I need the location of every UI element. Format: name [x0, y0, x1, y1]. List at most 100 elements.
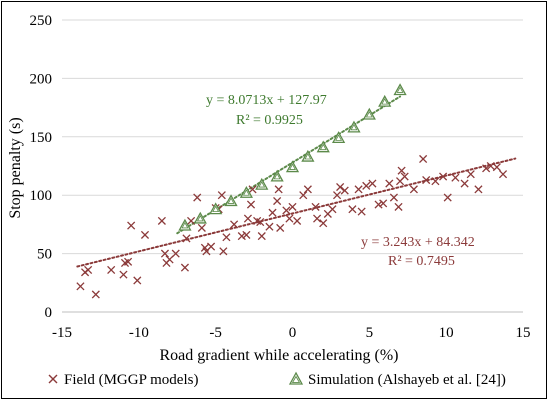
tick-labels: 0 50 100 150 200 250 -15 -10 -5 0 5 10 15: [30, 13, 531, 341]
y-tick-label: 50: [37, 247, 52, 263]
field-point-stroke: [354, 185, 363, 194]
simulation-point: [270, 169, 284, 182]
field-point-stroke: [368, 179, 377, 188]
field-point: [273, 196, 282, 206]
field-point-stroke: [257, 232, 266, 241]
field-point-stroke: [374, 200, 383, 209]
field-point-stroke: [419, 154, 428, 164]
x-tick-label: 0: [289, 325, 297, 341]
field-point: [119, 270, 128, 279]
field-point-stroke: [328, 205, 337, 214]
simulation-point-inner: [350, 123, 358, 131]
simulation-point: [378, 94, 392, 107]
field-point: [230, 220, 239, 229]
field-point-stroke: [200, 243, 209, 252]
simulation-point-inner: [258, 181, 266, 188]
legend-simulation-label: Simulation (Alshayeb et al. [24]): [308, 372, 506, 388]
field-point: [180, 263, 189, 272]
field-point-stroke: [348, 205, 357, 214]
field-point-stroke: [400, 172, 409, 181]
legend-field-marker: [48, 374, 58, 384]
field-point-stroke: [299, 191, 308, 200]
field-point-stroke: [397, 166, 406, 175]
field-point-stroke: [362, 181, 371, 190]
field-point: [498, 170, 508, 179]
field-point-stroke: [288, 202, 297, 211]
field-point: [293, 216, 302, 225]
field-point-stroke: [127, 221, 136, 230]
field-point-stroke: [160, 249, 170, 258]
field-point: [362, 181, 371, 190]
field-point-stroke: [439, 172, 448, 181]
simulation-point-inner: [227, 197, 235, 204]
simulation-point-inner: [381, 98, 389, 105]
field-point: [385, 179, 394, 188]
field-equation: y = 3.243x + 84.342: [361, 235, 475, 250]
field-point: [348, 205, 357, 214]
x-tick-label: 15: [516, 325, 531, 341]
field-point: [84, 265, 93, 275]
field-point-stroke: [157, 216, 166, 225]
x-tick-label: 10: [439, 325, 454, 341]
simulation-point: [331, 131, 346, 144]
field-point: [246, 200, 256, 209]
field-point: [486, 161, 495, 171]
field-point: [268, 208, 277, 217]
simulation-point-outer: [393, 83, 407, 96]
field-point: [313, 214, 322, 223]
field-point: [397, 166, 406, 175]
x-tick-label: 5: [366, 325, 374, 341]
field-point: [409, 185, 418, 194]
field-point-stroke: [248, 185, 257, 194]
y-tick-label: 200: [30, 71, 53, 87]
field-point: [357, 207, 366, 216]
legend-field-label: Field (MGGP models): [64, 372, 198, 388]
field-point: [171, 249, 180, 258]
field-point: [379, 199, 388, 208]
simulation-point-outer: [285, 160, 300, 173]
field-point: [276, 223, 285, 232]
simulation-point-inner: [212, 205, 220, 212]
field-point-stroke: [242, 230, 251, 239]
simulation-point: [301, 149, 315, 162]
simulation-point-inner: [335, 134, 343, 141]
field-point: [492, 163, 501, 172]
field-point-stroke: [486, 161, 495, 171]
field-point-stroke: [340, 186, 349, 195]
field-point-stroke: [313, 214, 322, 223]
field-point: [222, 233, 231, 242]
simulation-point: [239, 186, 254, 198]
field-point: [285, 214, 294, 223]
y-axis-title: Stop penalty (s): [7, 117, 24, 218]
field-point-stroke: [293, 216, 302, 225]
field-point-stroke: [193, 193, 202, 202]
field-point: [157, 216, 166, 225]
field-point-stroke: [303, 185, 312, 194]
field-point-stroke: [492, 163, 501, 172]
field-point-stroke: [237, 232, 246, 241]
field-point-stroke: [443, 193, 452, 202]
field-point-stroke: [124, 257, 133, 266]
field-point: [265, 222, 274, 231]
field-trendline: [76, 157, 517, 268]
simulation-point-outer: [378, 94, 392, 107]
field-point: [299, 191, 308, 200]
field-point-stroke: [256, 218, 265, 227]
field-point: [237, 232, 246, 241]
field-point-stroke: [206, 242, 216, 251]
field-point: [91, 290, 100, 299]
field-point-stroke: [460, 179, 469, 188]
field-point: [288, 202, 297, 211]
field-point-stroke: [333, 191, 342, 200]
field-point-stroke: [222, 233, 231, 242]
field-point-stroke: [422, 175, 431, 185]
field-point-stroke: [140, 230, 150, 239]
y-tick-label: 100: [30, 188, 53, 204]
field-point-stroke: [268, 208, 277, 217]
field-point: [282, 206, 291, 215]
simulation-point: [362, 107, 376, 120]
field-point-stroke: [180, 263, 189, 272]
field-point-stroke: [394, 202, 403, 211]
field-point-stroke: [219, 247, 228, 256]
